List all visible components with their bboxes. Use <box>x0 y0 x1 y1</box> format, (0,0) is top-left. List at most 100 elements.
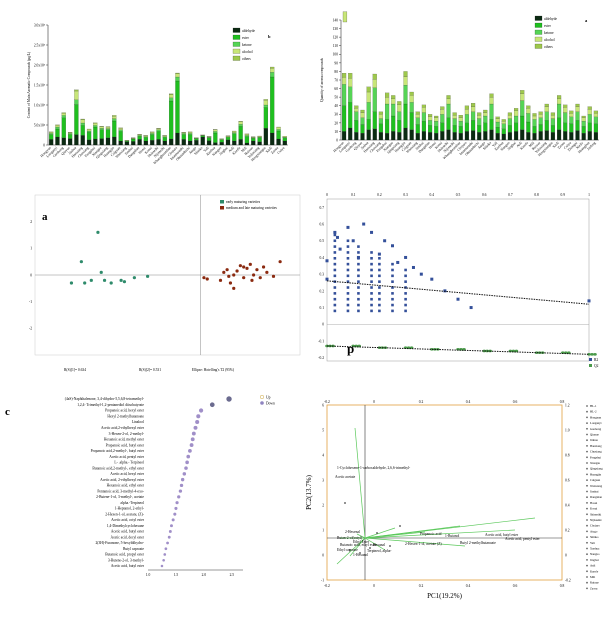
r2-point <box>404 269 407 272</box>
r2-point <box>347 257 350 260</box>
legend-label: ketone <box>242 43 252 47</box>
q2-point <box>593 353 597 356</box>
vip-dot <box>184 466 188 470</box>
bar-segment-aldehyde <box>569 132 573 140</box>
bar-segment-ketone <box>264 105 268 107</box>
feature-label: 1,4-Dimethylcyclohexane <box>107 524 145 529</box>
r2-point <box>412 266 415 269</box>
x-tick-label: 1 <box>588 193 590 197</box>
bar-segment-aldehyde <box>582 133 586 140</box>
side-legend-label: Kosui <box>590 507 597 511</box>
bar-segment-ester <box>55 129 59 137</box>
bar-segment-alcohol <box>232 131 236 132</box>
r2-trend-line <box>327 281 589 304</box>
bar-segment-ester <box>81 125 85 135</box>
r2-point <box>334 245 337 248</box>
feature-label: Acetic acid, butyl ester <box>111 530 145 535</box>
r2-point <box>391 304 394 307</box>
bar-segment-ester <box>563 123 567 132</box>
r2-point <box>378 310 381 313</box>
bar-segment-ester <box>144 137 148 141</box>
bar-segment-alcohol <box>283 136 287 137</box>
vector-annotation: Acetic acetate <box>335 475 356 479</box>
r2-point <box>357 286 360 289</box>
bar-segment-ketone <box>539 118 543 125</box>
r2-point <box>430 278 433 281</box>
bar-segment-aldehyde <box>245 143 249 145</box>
y-tick-label: 140 <box>333 18 339 22</box>
side-legend-label: Chojuro <box>590 524 600 528</box>
side-legend-label: Xiangsu <box>590 461 600 465</box>
r2-point <box>336 236 339 239</box>
bar-segment-alcohol <box>119 128 123 130</box>
bar-segment-ketone <box>245 135 249 136</box>
r2-point <box>404 275 407 278</box>
bar-segment-alcohol <box>62 113 66 115</box>
bar-segment-ketone <box>277 129 281 131</box>
bar-segment-others <box>545 104 549 107</box>
legend-swatch-others <box>535 44 542 49</box>
bar-segment-ketone <box>150 133 154 134</box>
side-legend-label: Hongyun <box>590 415 602 419</box>
r2-point <box>378 304 381 307</box>
r2-point <box>378 257 381 260</box>
side-legend-marker <box>586 474 588 476</box>
bar-segment-ester <box>100 130 104 139</box>
bar-segment-others <box>416 112 420 115</box>
bar-segment-ester <box>119 131 123 141</box>
bar-segment-ester <box>277 131 281 139</box>
bar-segment-aldehyde <box>342 131 346 140</box>
bar-segment-alcohol <box>416 114 420 117</box>
side-legend-marker <box>586 496 588 498</box>
bar-segment-alcohol <box>81 120 85 123</box>
bar-segment-others <box>520 90 524 93</box>
side-legend-marker <box>586 536 588 538</box>
bar-segment-ketone <box>251 138 255 139</box>
vector-annotation: Ethyl Ester <box>353 540 370 544</box>
r2-point <box>326 259 329 262</box>
side-legend-marker <box>586 422 588 424</box>
r2-point <box>396 261 399 264</box>
y-left-tick-label: 1 <box>322 528 324 532</box>
y-right-tick-label: 1.0 <box>565 428 570 432</box>
bar-segment-alcohol <box>74 91 78 100</box>
bar-segment-ester <box>283 138 287 141</box>
feature-label: Linalool <box>132 420 144 424</box>
bar-segment-ketone <box>55 127 59 129</box>
r2-point <box>357 245 360 248</box>
bar-segment-alcohol <box>434 118 438 121</box>
x-tick-label: 0.2 <box>419 584 424 588</box>
score-point <box>100 271 103 274</box>
vector-annotation: Terpineol, alpha- <box>367 549 392 554</box>
bar-segment-others <box>440 107 444 110</box>
r2-point <box>370 257 373 260</box>
bar-segment-ester <box>251 138 255 141</box>
y-axis-label: PC2(13.7%) <box>305 474 313 509</box>
y-tick-label: 0.5 <box>320 239 325 243</box>
y-tick-label: 1.5x10⁵ <box>34 83 46 87</box>
bar-segment-ester <box>213 133 217 143</box>
bar-segment-ketone <box>283 137 287 138</box>
bar-segment-ester <box>361 125 365 134</box>
score-point <box>110 281 113 284</box>
bar-segment-aldehyde <box>477 132 481 140</box>
bar-segment-aldehyde <box>62 138 66 145</box>
legend-label: early maturing varieties <box>226 200 261 204</box>
r2-point <box>347 292 350 295</box>
side-legend-label: Fengshui <box>590 455 601 459</box>
sample-point <box>359 552 361 554</box>
vip-dot <box>226 396 231 401</box>
y-right-tick-label: 0.2 <box>565 528 570 532</box>
bar-segment-others <box>239 121 243 122</box>
bar-segment-ketone <box>588 114 592 123</box>
x-tick-label: 1.5 <box>174 573 179 577</box>
bar-segment-ester <box>514 123 518 132</box>
r2-point <box>357 263 360 266</box>
bar-segment-others <box>508 113 512 116</box>
bar-segment-alcohol <box>502 121 506 124</box>
x-top-tick-label: 0.8 <box>560 400 565 404</box>
